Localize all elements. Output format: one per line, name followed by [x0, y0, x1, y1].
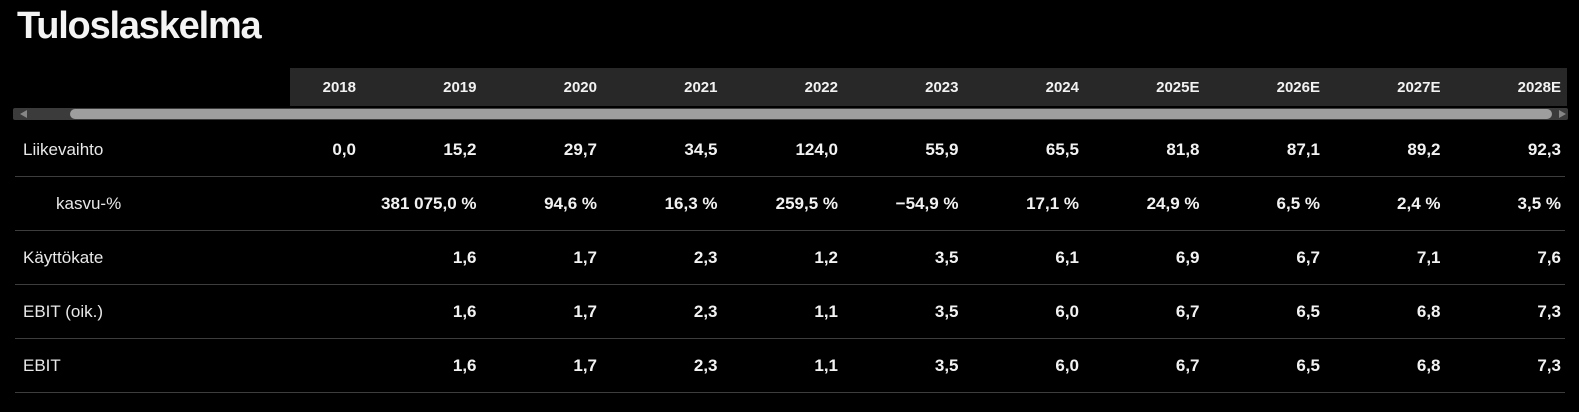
value-cell: 81,8: [1166, 140, 1200, 159]
column-header-2020: 2020: [482, 68, 603, 106]
value-cell: 1,7: [573, 302, 597, 321]
value-cell: 6,9: [1175, 248, 1200, 267]
horizontal-scrollbar[interactable]: [0, 108, 1579, 121]
scrollbar-track[interactable]: [13, 108, 1568, 120]
row-label: EBIT (oik.): [23, 302, 103, 321]
value-cell: 6,0: [1055, 356, 1079, 375]
value-cell: 1,7: [573, 356, 597, 375]
value-cell: 94,6 %: [544, 194, 597, 213]
value-cell: 2,3: [693, 248, 718, 267]
value-cell: 6,5: [1296, 356, 1320, 375]
value-cell: 1,6: [452, 302, 477, 321]
value-cell: 6,0: [1055, 302, 1079, 321]
column-header-2022: 2022: [723, 68, 844, 106]
value-cell: 24,9 %: [1146, 194, 1200, 213]
value-cell: 2,3: [693, 302, 718, 321]
column-header-2024: 2024: [964, 68, 1085, 106]
column-header-2023: 2023: [844, 68, 965, 106]
scroll-right-arrow-icon[interactable]: [1559, 110, 1566, 118]
column-header-2027E: 2027E: [1326, 68, 1447, 106]
table-row: Käyttökate 1,6 1,7 2,3 1,2 3,5 6,1 6,9 6,7 7,1 7,6: [0, 231, 1567, 285]
column-header-2025E: 2025E: [1085, 68, 1206, 106]
table-row: EBIT (oik.) 1,6 1,7 2,3 1,1 3,5 6,0 6,7 6,5 6,8 7,…: [0, 285, 1567, 339]
value-cell: 6,5: [1296, 302, 1320, 321]
value-cell: 3,5: [934, 248, 959, 267]
value-cell: 2,4 %: [1397, 194, 1441, 213]
value-cell: 16,3 %: [664, 194, 718, 213]
value-cell: 2,3: [693, 356, 718, 375]
value-cell: 17,1 %: [1026, 194, 1079, 213]
value-cell: 6,5 %: [1276, 194, 1320, 213]
value-cell: 3,5: [934, 356, 959, 375]
value-cell: 15,2: [443, 140, 477, 159]
value-cell: 6,8: [1416, 302, 1441, 321]
value-cell: 6,8: [1416, 356, 1441, 375]
value-cell: 1,1: [814, 356, 838, 375]
value-cell: 381 075,0 %: [381, 194, 477, 213]
value-cell: 65,5: [1045, 140, 1079, 159]
value-cell: 1,2: [814, 248, 838, 267]
value-cell: 259,5 %: [775, 194, 838, 213]
value-cell: 1,1: [814, 302, 838, 321]
value-cell: 92,3: [1527, 140, 1561, 159]
column-header-2026E: 2026E: [1205, 68, 1326, 106]
row-label: Liikevaihto: [23, 140, 104, 159]
column-header-2019: 2019: [362, 68, 483, 106]
value-cell: 7,3: [1537, 356, 1561, 375]
value-cell: 1,6: [452, 356, 477, 375]
column-header-2018: 2018: [290, 68, 362, 106]
row-label: EBIT: [23, 356, 61, 375]
value-cell: 34,5: [684, 140, 718, 159]
header-label-spacer: [0, 68, 290, 106]
table-row: EBIT 1,6 1,7 2,3 1,1 3,5 6,0 6,7 6,5 6,8 7,3: [0, 339, 1567, 393]
scrollbar-thumb[interactable]: [70, 109, 1552, 119]
value-cell: −54,9 %: [895, 194, 959, 213]
value-cell: 7,1: [1416, 248, 1441, 267]
value-cell: 89,2: [1407, 140, 1441, 159]
column-header-2021: 2021: [603, 68, 724, 106]
value-cell: 55,9: [925, 140, 959, 159]
value-cell: 6,7: [1175, 302, 1200, 321]
value-cell: 1,7: [573, 248, 597, 267]
value-cell: 124,0: [795, 140, 838, 159]
value-cell: 7,3: [1537, 302, 1561, 321]
table-row: kasvu-% 381 075,0 % 94,6 % 16,3 % 259,5 % −54…: [0, 177, 1567, 231]
value-cell: 87,1: [1286, 140, 1320, 159]
value-cell: 29,7: [563, 140, 597, 159]
year-header-row: 2018 2019 2020 2021 2022 2023 2024 2025E 2026E 20…: [0, 68, 1567, 106]
value-cell: 6,7: [1175, 356, 1200, 375]
value-cell: 7,6: [1537, 248, 1561, 267]
value-cell: 6,1: [1055, 248, 1079, 267]
column-header-2028E: 2028E: [1446, 68, 1567, 106]
scroll-left-arrow-icon[interactable]: [20, 110, 27, 118]
value-cell: 6,7: [1296, 248, 1320, 267]
table-row: Liikevaihto 0,0 15,2 29,7 34,5 124,0 55,9 65,5 8…: [0, 123, 1567, 177]
table-body: Liikevaihto 0,0 15,2 29,7 34,5 124,0 55,9 65,5 8…: [0, 123, 1579, 393]
value-cell: 1,6: [452, 248, 477, 267]
page-title: Tuloslaskelma: [17, 5, 262, 47]
value-cell: 3,5 %: [1517, 194, 1561, 213]
row-label: kasvu-%: [56, 194, 122, 213]
row-label: Käyttökate: [23, 248, 104, 267]
value-cell: 0,0: [332, 140, 356, 159]
value-cell: 3,5: [934, 302, 959, 321]
